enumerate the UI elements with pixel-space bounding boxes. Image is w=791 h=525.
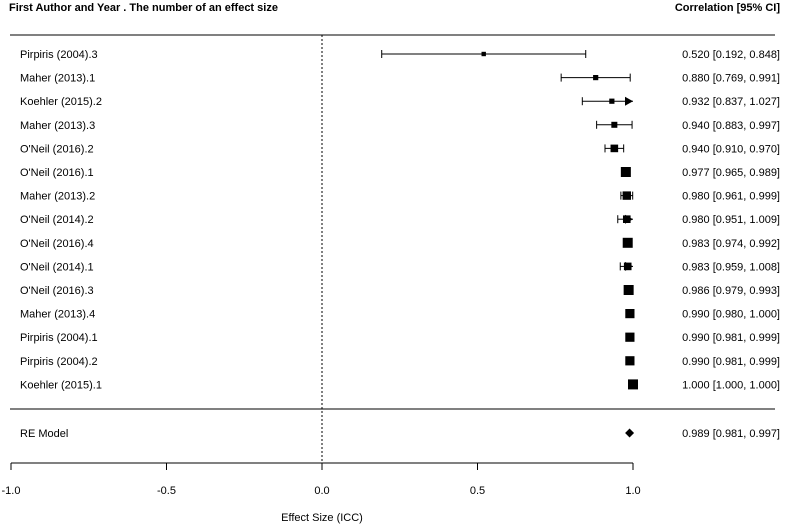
study-label: Maher (2013).2	[20, 191, 95, 203]
study-label: Koehler (2015).2	[20, 96, 102, 108]
study-row: Pirpiris (2004).2 0.990 [0.981, 0.999]	[20, 356, 780, 368]
study-label: Pirpiris (2004).3	[20, 49, 98, 61]
study-row: O'Neil (2016).1 0.977 [0.965, 0.989]	[20, 167, 780, 179]
header-left: First Author and Year . The number of an…	[9, 2, 278, 14]
x-tick-label: -1.0	[2, 485, 21, 497]
x-tick-label: 0.0	[314, 485, 329, 497]
study-ci-text: 0.986 [0.979, 0.993]	[682, 285, 780, 297]
study-ci-text: 0.983 [0.974, 0.992]	[682, 238, 780, 250]
study-ci-text: 0.932 [0.837, 1.027]	[682, 96, 780, 108]
study-label: O'Neil (2014).2	[20, 214, 94, 226]
study-label: Maher (2013).3	[20, 120, 95, 132]
point-estimate	[622, 237, 633, 248]
study-row: Maher (2013).4 0.990 [0.980, 1.000]	[20, 309, 780, 321]
study-row: O'Neil (2014).2 0.980 [0.951, 1.009]	[20, 214, 780, 226]
x-tick-label: 1.0	[625, 485, 640, 497]
study-rows: Pirpiris (2004).3 0.520 [0.192, 0.848] Mah…	[20, 49, 780, 391]
study-label: O'Neil (2016).1	[20, 167, 94, 179]
point-estimate	[625, 332, 635, 342]
x-tick-label: 0.5	[470, 485, 485, 497]
study-row: O'Neil (2016).4 0.983 [0.974, 0.992]	[20, 237, 780, 250]
study-row: Koehler (2015).1 1.000 [1.000, 1.000]	[20, 379, 780, 391]
point-estimate	[622, 215, 631, 223]
x-tick-label: -0.5	[157, 485, 176, 497]
study-ci-text: 1.000 [1.000, 1.000]	[682, 379, 780, 391]
study-row: O'Neil (2014).1 0.983 [0.959, 1.008]	[20, 261, 780, 273]
x-axis-label: Effect Size (ICC)	[281, 512, 363, 524]
study-label: Pirpiris (2004).2	[20, 356, 98, 368]
study-row: Pirpiris (2004).3 0.520 [0.192, 0.848]	[20, 49, 780, 61]
study-row: Maher (2013).3 0.940 [0.883, 0.997]	[20, 120, 780, 132]
point-estimate	[623, 262, 632, 271]
study-label: O'Neil (2014).1	[20, 261, 94, 273]
summary-ci-text: 0.989 [0.981, 0.997]	[682, 428, 780, 440]
point-estimate	[609, 98, 615, 104]
point-estimate	[625, 309, 635, 319]
study-row: Maher (2013).2 0.980 [0.961, 0.999]	[20, 191, 780, 203]
study-ci-text: 0.980 [0.961, 0.999]	[682, 191, 780, 203]
point-estimate	[481, 51, 486, 57]
study-ci-text: 0.520 [0.192, 0.848]	[682, 49, 780, 61]
point-estimate	[622, 191, 631, 200]
study-ci-text: 0.977 [0.965, 0.989]	[682, 167, 780, 179]
study-label: Maher (2013).1	[20, 73, 95, 85]
study-label: O'Neil (2016).3	[20, 285, 94, 297]
point-estimate	[628, 379, 638, 390]
study-ci-text: 0.990 [0.981, 0.999]	[682, 356, 780, 368]
study-ci-text: 0.940 [0.883, 0.997]	[682, 120, 780, 132]
study-row: O'Neil (2016).2 0.940 [0.910, 0.970]	[20, 143, 780, 155]
study-ci-text: 0.990 [0.980, 1.000]	[682, 309, 780, 321]
ci-arrow-high	[625, 96, 633, 106]
x-axis: -1.0 -0.5 0.0 0.5 1.0	[2, 462, 641, 497]
study-label: O'Neil (2016).2	[20, 143, 94, 155]
point-estimate	[623, 285, 634, 295]
study-label: Koehler (2015).1	[20, 379, 102, 391]
study-ci-text: 0.940 [0.910, 0.970]	[682, 143, 780, 155]
summary-diamond	[625, 428, 635, 438]
point-estimate	[610, 144, 619, 153]
point-estimate	[620, 167, 631, 177]
point-estimate	[611, 121, 618, 128]
study-ci-text: 0.980 [0.951, 1.009]	[682, 214, 780, 226]
study-label: Maher (2013).4	[20, 309, 95, 321]
study-label: O'Neil (2016).4	[20, 238, 94, 250]
summary-label: RE Model	[20, 428, 68, 440]
study-row: Pirpiris (2004).1 0.990 [0.981, 0.999]	[20, 332, 780, 344]
study-ci-text: 0.990 [0.981, 0.999]	[682, 332, 780, 344]
study-ci-text: 0.983 [0.959, 1.008]	[682, 261, 780, 273]
study-ci-text: 0.880 [0.769, 0.991]	[682, 73, 780, 85]
study-row: Maher (2013).1 0.880 [0.769, 0.991]	[20, 73, 780, 85]
header-right: Correlation [95% CI]	[675, 2, 780, 14]
point-estimate	[593, 75, 599, 81]
summary-row: RE Model 0.989 [0.981, 0.997]	[20, 428, 780, 440]
study-row: O'Neil (2016).3 0.986 [0.979, 0.993]	[20, 285, 780, 297]
point-estimate	[625, 356, 635, 366]
study-label: Pirpiris (2004).1	[20, 332, 98, 344]
study-row: Koehler (2015).2 0.932 [0.837, 1.027]	[20, 96, 780, 108]
